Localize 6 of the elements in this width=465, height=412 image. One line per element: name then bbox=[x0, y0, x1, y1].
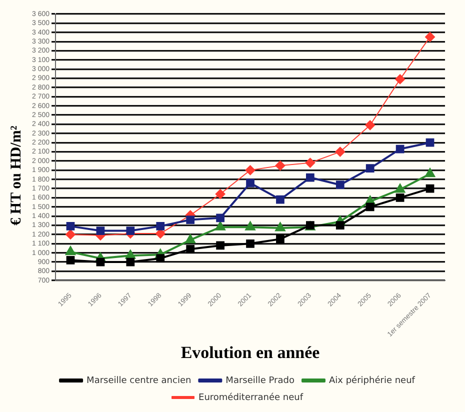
legend-label: Marseille Prado bbox=[226, 376, 295, 386]
legend-label: Euroméditerranée neuf bbox=[198, 392, 304, 403]
legend-label: Aix périphérie neuf bbox=[328, 374, 416, 386]
x-axis-title: Evolution en année bbox=[180, 343, 320, 362]
y-axis-title: € HT ou HD/m² bbox=[8, 125, 26, 225]
legend-label: Marseille centre ancien bbox=[86, 376, 192, 386]
